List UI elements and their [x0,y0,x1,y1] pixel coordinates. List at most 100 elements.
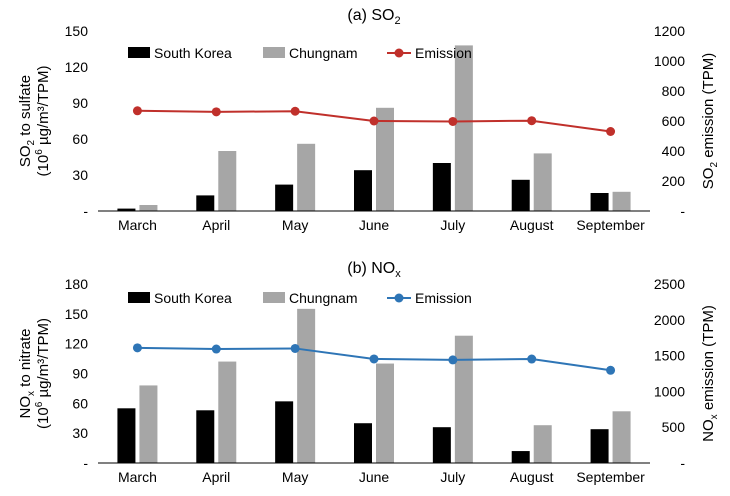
y2-tick-label: - [680,203,685,219]
x-tick-label: September [576,469,645,485]
emission-point [211,344,221,354]
x-tick-label: May [282,469,308,485]
bar-south-korea [117,208,136,211]
bar-chungnam [454,45,473,212]
y-tick-label: 30 [72,425,88,441]
emission-point [527,116,537,126]
chart-title: (b) NOx [347,260,401,280]
y-axis-label-units: (106 µg/m³/TPM) [34,318,52,429]
y-tick-label: 120 [65,336,89,352]
bar-south-korea [511,179,530,211]
emission-point [132,106,142,116]
y2-tick-label: 400 [662,143,686,159]
bar-south-korea [432,163,451,211]
y2-tick-label: 1500 [654,348,685,364]
y-axis-label: NOx to nitrate [17,328,37,418]
emission-point [606,365,616,375]
x-tick-label: March [118,217,157,233]
chart-panel-0: (a) SO2 - 30 60 90 120 150 - 200 400 600 800 1000 120… [17,7,720,233]
x-tick-label: July [440,217,465,233]
y2-tick-label: 600 [662,113,686,129]
y2-tick-label: 1000 [654,53,685,69]
bar-chungnam [376,363,394,463]
bar-chungnam [297,143,316,211]
bar-south-korea [590,429,609,463]
x-tick-label: April [202,469,230,485]
chart-title: (a) SO2 [347,7,400,27]
bar-south-korea [196,195,215,211]
y-axis-label: SO2 to sulfate [17,75,37,167]
emission-point [448,116,458,126]
y2-tick-label: 2000 [654,312,685,328]
bar-chungnam [533,153,552,211]
emission-point [290,343,300,353]
bar-south-korea [590,193,609,211]
emission-point [211,107,221,117]
y2-axis-label: NOx emission (TPM) [700,305,720,442]
legend-swatch-marker [394,48,404,58]
y-tick-label: 150 [65,23,89,39]
y2-tick-label: - [680,455,685,471]
y-tick-label: - [83,203,88,219]
legend-label: Chungnam [289,45,358,61]
bar-chungnam [533,425,552,463]
legend-swatch-marker [394,293,404,303]
emission-point [290,106,300,116]
legend-swatch [263,47,285,58]
x-tick-label: June [359,469,390,485]
bar-chungnam [376,107,394,211]
y-tick-label: 150 [65,306,89,322]
bar-chungnam [454,335,473,463]
y-tick-label: 60 [72,131,88,147]
x-tick-label: April [202,217,230,233]
bar-south-korea [117,408,136,463]
bar-south-korea [354,423,372,463]
emission-point [132,343,142,353]
bar-chungnam [297,308,316,463]
bar-south-korea [511,451,530,463]
y2-tick-label: 800 [662,83,686,99]
y-tick-label: 90 [72,366,88,382]
bar-chungnam [139,385,158,463]
bar-south-korea [275,401,294,463]
y-tick-label: 120 [65,59,89,75]
emission-point [527,354,537,364]
x-tick-label: June [359,217,390,233]
legend-label: South Korea [154,45,232,61]
y2-tick-label: 1200 [654,23,685,39]
emission-point [448,355,458,365]
emission-point [606,127,616,136]
legend: South Korea Chungnam Emission [128,45,472,61]
x-tick-label: August [510,217,554,233]
y-tick-label: 60 [72,395,88,411]
legend-label: Chungnam [289,290,358,306]
y-tick-label: 30 [72,167,88,183]
emission-point [369,354,379,364]
y-tick-label: 90 [72,95,88,111]
legend-label: Emission [415,290,472,306]
x-tick-label: July [440,469,465,485]
x-tick-label: August [510,469,554,485]
bar-south-korea [275,184,294,211]
x-tick-label: September [576,217,645,233]
bar-south-korea [196,410,215,463]
y-tick-label: - [83,455,88,471]
x-tick-label: May [282,217,308,233]
y2-tick-label: 200 [662,173,686,189]
y2-tick-label: 1000 [654,383,685,399]
legend-swatch [128,47,150,58]
bar-south-korea [354,170,372,211]
chart-panel-1: (b) NOx - 30 60 90 120 150 180 - 500 1000 1500 2000 2… [17,260,720,485]
bar-chungnam [218,151,237,211]
legend: South Korea Chungnam Emission [128,290,472,306]
y2-tick-label: 2500 [654,276,685,292]
bar-chungnam [218,361,237,463]
legend-label: Emission [415,45,472,61]
y2-tick-label: 500 [662,419,686,435]
y2-axis-label: SO2 emission (TPM) [700,53,720,189]
bar-chungnam [612,411,631,463]
legend-swatch [263,292,285,303]
bar-chungnam [612,191,631,211]
